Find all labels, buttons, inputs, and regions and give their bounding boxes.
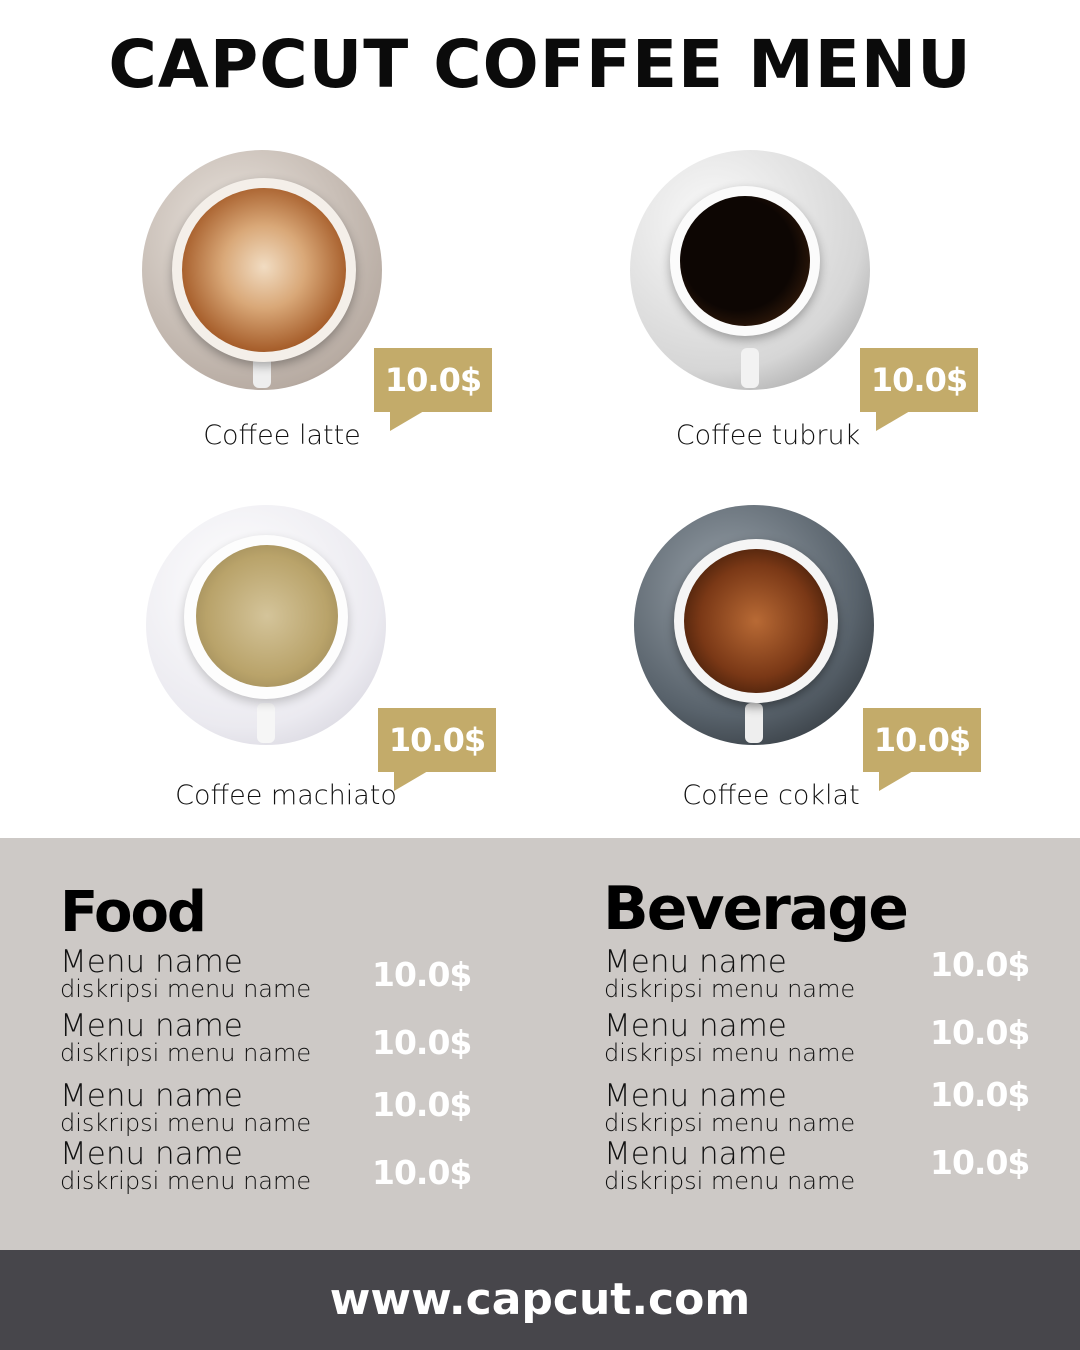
beverage-item-price: 10.0$ <box>930 945 1030 984</box>
beverage-item-desc: diskripsi menu name <box>604 1109 856 1137</box>
food-heading: Food <box>60 880 207 945</box>
beverage-item-desc: diskripsi menu name <box>604 1167 856 1195</box>
food-item-name: Menu name <box>60 1078 243 1114</box>
coffee-coklat-label: Coffee coklat <box>682 780 860 811</box>
food-item-price: 10.0$ <box>372 1153 472 1192</box>
menu-title: CAPCUT COFFEE MENU <box>108 26 972 103</box>
food-item-name: Menu name <box>60 1008 243 1044</box>
coffee-coklat-image <box>634 505 874 745</box>
beverage-item: Menu name diskripsi menu name <box>604 1136 856 1195</box>
beverage-item-name: Menu name <box>604 1136 787 1172</box>
food-item-name: Menu name <box>60 1136 243 1172</box>
website-link[interactable]: www.capcut.com <box>0 1250 1080 1350</box>
food-item-name: Menu name <box>60 944 243 980</box>
coffee-latte-image <box>142 150 382 390</box>
price-tag-latte: 10.0$ <box>374 348 492 431</box>
food-item-desc: diskripsi menu name <box>60 1039 312 1067</box>
beverage-item-desc: diskripsi menu name <box>604 975 856 1003</box>
price-tag-coklat: 10.0$ <box>863 708 981 791</box>
beverage-item: Menu name diskripsi menu name <box>604 944 856 1003</box>
food-item-desc: diskripsi menu name <box>60 975 312 1003</box>
beverage-item-name: Menu name <box>604 1008 787 1044</box>
price-tag-tubruk: 10.0$ <box>860 348 978 431</box>
beverage-item-price: 10.0$ <box>930 1013 1030 1052</box>
food-item: Menu name diskripsi menu name <box>60 1008 312 1067</box>
beverage-item-name: Menu name <box>604 944 787 980</box>
food-item-price: 10.0$ <box>372 1023 472 1062</box>
beverage-item-price: 10.0$ <box>930 1143 1030 1182</box>
beverage-item-name: Menu name <box>604 1078 787 1114</box>
food-item: Menu name diskripsi menu name <box>60 1136 312 1195</box>
beverage-item-price: 10.0$ <box>930 1075 1030 1114</box>
coffee-tubruk-image <box>630 150 870 390</box>
coffee-machiato-label: Coffee machiato <box>175 780 397 811</box>
coffee-tubruk-label: Coffee tubruk <box>675 420 861 451</box>
food-item-price: 10.0$ <box>372 1085 472 1124</box>
food-item-desc: diskripsi menu name <box>60 1109 312 1137</box>
beverage-item-desc: diskripsi menu name <box>604 1039 856 1067</box>
coffee-machiato-image <box>146 505 386 745</box>
beverage-heading: Beverage <box>603 874 909 944</box>
beverage-item: Menu name diskripsi menu name <box>604 1008 856 1067</box>
beverage-item: Menu name diskripsi menu name <box>604 1078 856 1137</box>
food-item-desc: diskripsi menu name <box>60 1167 312 1195</box>
food-item: Menu name diskripsi menu name <box>60 1078 312 1137</box>
coffee-latte-label: Coffee latte <box>203 420 361 451</box>
food-item-price: 10.0$ <box>372 955 472 994</box>
menu-list-section <box>0 838 1080 1250</box>
price-tag-machiato: 10.0$ <box>378 708 496 791</box>
food-item: Menu name diskripsi menu name <box>60 944 312 1003</box>
